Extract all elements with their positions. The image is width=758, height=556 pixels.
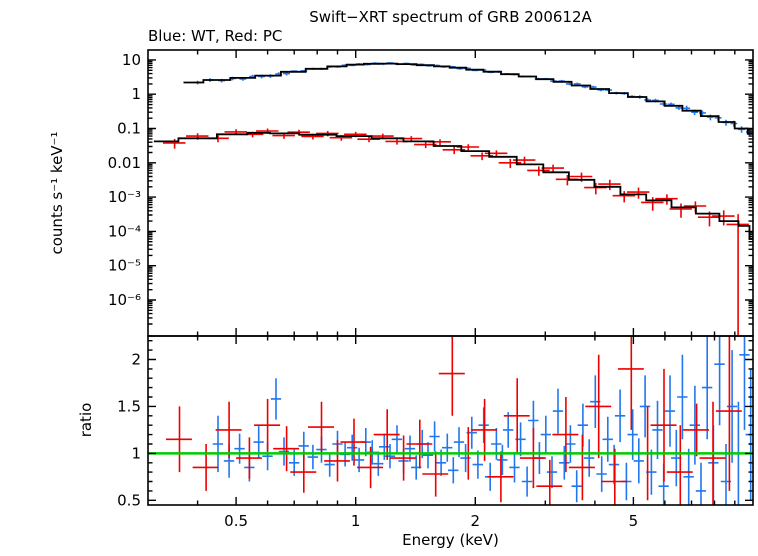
y-tick-label: 10⁻⁴: [108, 222, 141, 240]
y-tick-label: 0.01: [108, 154, 141, 172]
legend-text: Blue: WT, Red: PC: [148, 27, 283, 45]
y-tick-label: 10⁻³: [108, 188, 141, 206]
x-tick-label: 0.5: [224, 512, 248, 530]
pc-ratio-series: [166, 336, 742, 505]
y-tick-label: 10⁻⁶: [108, 291, 141, 309]
y-tick-label: 0.1: [117, 120, 141, 138]
x-tick-label: 1: [351, 512, 361, 530]
counts-tick-labels: 10 1 0.1 0.01 10⁻³ 10⁻⁴ 10⁻⁵ 10⁻⁶: [108, 51, 141, 309]
chart-title: Swift−XRT spectrum of GRB 200612A: [309, 8, 592, 26]
ratio-panel-series: [148, 336, 753, 505]
y-tick-label: 2: [131, 351, 141, 369]
x-tick-label: 5: [629, 512, 639, 530]
wt-model-line: [183, 62, 753, 135]
ratio-tick-labels: 0.5 1 1.5 2: [117, 351, 141, 510]
x-axis-label: Energy (keV): [402, 531, 499, 549]
y-tick-label: 0.5: [117, 491, 141, 509]
axis-ticks: [148, 50, 753, 505]
y-tick-label: 1.5: [117, 397, 141, 415]
spectrum-panel-series: [153, 62, 753, 336]
spectrum-panel-frame: [147, 49, 754, 337]
ratio-panel-frame: [147, 335, 754, 506]
x-tick-label: 2: [471, 512, 481, 530]
y-tick-label: 10: [122, 51, 141, 69]
pc-model-line: [153, 131, 753, 240]
y-tick-label: 10⁻⁵: [108, 257, 141, 275]
pc-data-series: [163, 128, 749, 336]
x-tick-labels: 0.5 1 2 5: [224, 512, 638, 530]
wt-data-series: [194, 62, 753, 136]
y-tick-label: 1: [131, 444, 141, 462]
y-tick-label: 1: [131, 85, 141, 103]
